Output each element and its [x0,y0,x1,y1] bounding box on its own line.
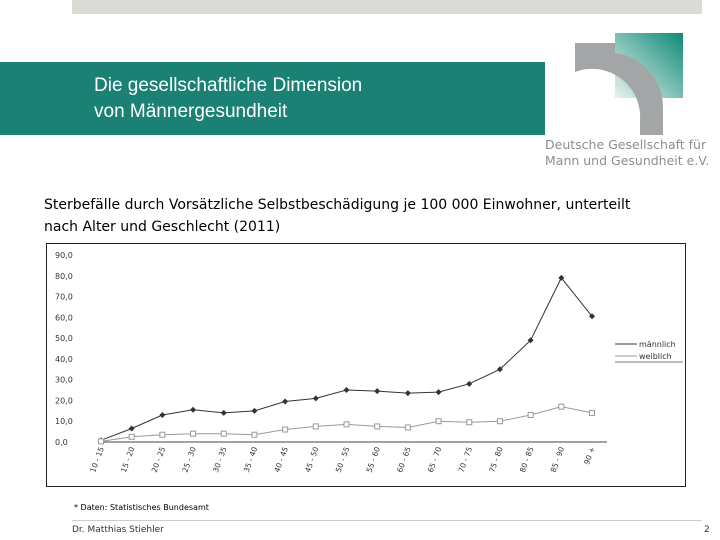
x-tick-label: 90 + [582,446,597,466]
data-point [589,313,595,320]
y-tick-label: 90,0 [55,251,73,260]
x-tick-label: 30 - 35 [211,445,229,473]
x-tick-label: 55 - 60 [365,445,383,473]
chart-frame: 0,0 10,0 20,0 30,0 40,0 50,0 60,0 70,0 80,0 90,0 1… [46,243,686,487]
title-line-2: von Männergesundheit [94,101,288,122]
x-tick-label: 85 - 90 [549,445,567,473]
data-point [558,403,565,410]
x-tick-label: 20 - 25 [150,445,168,473]
y-tick-label: 80,0 [55,272,73,281]
data-point [128,425,135,432]
data-point [496,418,503,425]
footer-divider [72,520,702,521]
data-point [527,411,534,418]
x-tick-label: 60 - 65 [395,445,413,473]
source-note: * Daten: Statistisches Bundesamt [74,503,209,512]
org-name: Deutsche Gesellschaft für Mann und Gesund… [545,137,709,169]
data-point [343,421,350,428]
data-point [466,380,473,387]
y-tick-label: 20,0 [55,396,73,405]
y-tick-label: 70,0 [55,293,73,302]
data-point [435,418,442,425]
line-chart: 0,0 10,0 20,0 30,0 40,0 50,0 60,0 70,0 80,0 90,0 1… [55,251,683,474]
data-point [251,407,258,414]
data-point [404,424,411,431]
title-line-1: Die gesellschaftliche Dimension [94,75,363,96]
org-line-2: Mann und Gesundheit e.V. [545,153,710,168]
data-point [558,274,565,281]
data-point [190,406,197,413]
x-tick-label: 80 - 85 [518,445,536,473]
x-tick-label: 65 - 70 [426,445,444,473]
y-tick-label: 0,0 [55,438,68,447]
org-line-1: Deutsche Gesellschaft für [545,137,707,152]
data-point [374,388,381,395]
data-point [466,419,473,426]
data-point [282,398,289,405]
x-tick-label: 50 - 55 [334,445,352,473]
data-point [220,409,227,416]
x-tick-label: 15 - 20 [119,445,137,473]
legend-label: männlich [639,340,676,349]
data-point [159,431,166,438]
author: Dr. Matthias Stiehler [72,525,164,535]
title-band: Die gesellschaftliche Dimension von Männe… [0,62,545,135]
data-point [190,430,197,437]
data-point [128,433,135,440]
x-tick-label: 45 - 50 [303,445,321,473]
data-point [282,426,289,433]
top-bar [72,0,702,14]
data-point [374,423,381,430]
y-tick-label: 50,0 [55,334,73,343]
x-tick-label: 75 - 80 [487,445,505,473]
data-point [496,366,503,373]
y-tick-label: 60,0 [55,313,73,322]
data-point [251,431,258,438]
data-point [220,430,227,437]
chart-subtitle: Sterbefälle durch Vorsätzliche Selbstbes… [44,197,631,235]
data-point [435,389,442,396]
data-point [312,395,319,402]
data-point [98,438,104,445]
legend-label: weiblich [639,352,672,361]
data-point [343,387,350,394]
y-tick-label: 30,0 [55,376,73,385]
logo-icon [575,33,683,135]
data-point [159,411,166,418]
page-number: 2 [704,525,710,535]
series-line-männlich [100,276,593,441]
x-tick-label: 10 - 15 [88,445,106,473]
x-tick-label: 35 - 40 [242,445,260,473]
data-point [404,390,411,397]
data-point [527,337,534,344]
x-tick-label: 70 - 75 [457,445,475,473]
y-tick-label: 40,0 [55,355,73,364]
slide-title: Die gesellschaftliche Dimension von Männe… [94,73,362,125]
y-tick-label: 10,0 [55,417,73,426]
data-point [589,409,595,416]
x-tick-label: 25 - 30 [180,445,198,473]
data-point [312,423,319,430]
x-tick-label: 40 - 45 [272,445,290,473]
